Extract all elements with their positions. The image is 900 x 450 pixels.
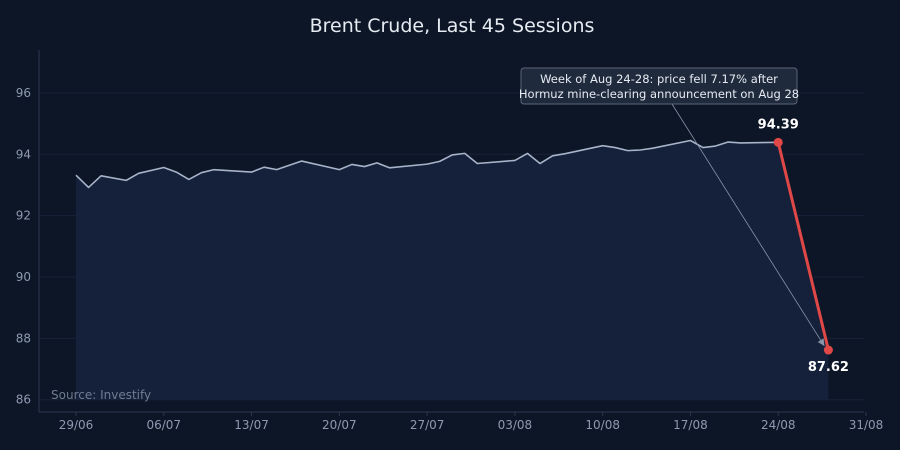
- annotation-box: [520, 67, 798, 105]
- annotation-arrowhead: [817, 338, 825, 347]
- x-tick-label: 29/06: [59, 418, 94, 432]
- y-tick-label: 94: [16, 147, 31, 161]
- annotation-text-line2: Hormuz mine-clearing announcement on Aug…: [519, 87, 799, 101]
- marker-start: [773, 137, 783, 147]
- y-tick-labels: 86 88 90 92 94 96: [16, 86, 31, 407]
- x-tick-label: 20/07: [322, 418, 357, 432]
- price-line: [75, 139, 830, 351]
- area-path: [76, 140, 829, 400]
- series-line: [75, 139, 779, 189]
- x-tick-label: 06/07: [146, 418, 181, 432]
- y-tick-label: 86: [16, 393, 31, 407]
- area-fill: [76, 140, 829, 400]
- y-tick-label: 88: [16, 331, 31, 345]
- x-tick-label: 03/08: [498, 418, 533, 432]
- annotation-text-line1: Week of Aug 24-28: price fell 7.17% afte…: [540, 72, 778, 86]
- drop-segment: [776, 141, 830, 351]
- x-tick-label: 10/08: [585, 418, 620, 432]
- x-tick-label: 24/08: [761, 418, 796, 432]
- x-tick-labels: 29/06 06/07 13/07 20/07 27/07 03/08 10/08 17/08…: [59, 412, 884, 432]
- axes: [38, 50, 864, 413]
- x-tick-label: 17/08: [673, 418, 708, 432]
- point-label-end: 87.62: [808, 360, 849, 375]
- annotation-arrow: [671, 103, 825, 347]
- source-note: Source: Investify: [51, 388, 151, 402]
- x-tick-label: 13/07: [234, 418, 269, 432]
- y-tick-label: 92: [16, 209, 31, 223]
- highlight-markers: [773, 137, 833, 355]
- marker-end: [823, 345, 833, 355]
- annotation: Week of Aug 24-28: price fell 7.17% afte…: [519, 67, 825, 347]
- x-tick-label: 31/08: [849, 418, 884, 432]
- point-label-start: 94.39: [758, 117, 799, 132]
- chart-title: Brent Crude, Last 45 Sessions: [310, 15, 595, 37]
- x-tick-label: 27/07: [410, 418, 445, 432]
- y-tick-label: 90: [16, 270, 31, 284]
- y-tick-label: 96: [16, 86, 31, 100]
